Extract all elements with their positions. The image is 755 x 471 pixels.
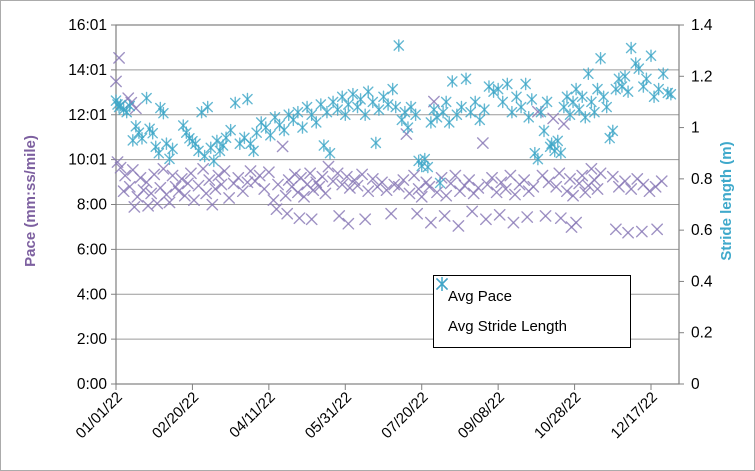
y-left-tick-label: 16:01 [68,17,107,34]
right-axis-title: Stride length (m) [718,141,735,261]
y-left-tick-label: 6:00 [77,241,108,258]
x-tick-label: 04/11/22 [226,389,279,442]
y-right-tick-label: 0.2 [691,325,713,342]
y-right-tick-label: 1 [691,120,700,137]
legend-entry-avg-pace: Avg Pace [435,277,630,306]
x-tick-label: 07/20/22 [378,389,431,442]
legend-label-avg-stride-length: Avg Stride Length [448,317,567,335]
x-tick-label: 12/17/22 [608,389,661,442]
y-left-tick-label: 2:00 [77,331,108,348]
x-tick-label: 10/28/22 [531,389,584,442]
chart-legend: Avg Pace Avg Stride Length [433,275,631,348]
y-right-tick-label: 0.4 [691,273,713,290]
y-left-tick-label: 12:01 [68,107,107,124]
y-right-tick-label: 0.8 [691,171,713,188]
y-right-tick-label: 0 [691,376,700,393]
star-marker-icon [435,277,449,291]
y-right-tick-label: 0.6 [691,222,713,239]
x-tick-label: 05/31/22 [302,389,355,442]
gridlines [116,69,679,340]
y-left-tick-label: 10:01 [68,152,107,169]
y-axis-left: 16:01 14:01 12:01 10:01 8:00 6:00 4:00 2:00 0:00 [68,17,116,393]
y-left-tick-label: 8:00 [77,197,108,214]
series-avg-stride-length [110,39,677,190]
x-tick-label: 09/08/22 [455,389,508,442]
x-axis: 01/01/22 02/20/22 04/11/22 05/31/22 07/20/22… [73,384,661,442]
y-left-tick-label: 14:01 [68,62,107,79]
series-avg-pace [110,51,668,239]
y-left-tick-label: 0:00 [77,376,108,393]
legend-label-avg-pace: Avg Pace [448,288,512,306]
legend-entry-avg-stride-length: Avg Stride Length [435,277,630,335]
y-right-tick-label: 1.4 [691,17,713,34]
x-tick-label: 01/01/22 [73,389,126,442]
x-tick-label: 02/20/22 [149,389,202,442]
y-right-tick-label: 1.2 [691,68,713,85]
y-left-tick-label: 4:00 [77,286,108,303]
left-axis-title: Pace (mm:ss/mile) [22,135,39,267]
y-axis-right: 1.4 1.2 1 0.8 0.6 0.4 0.2 0 [679,17,713,393]
